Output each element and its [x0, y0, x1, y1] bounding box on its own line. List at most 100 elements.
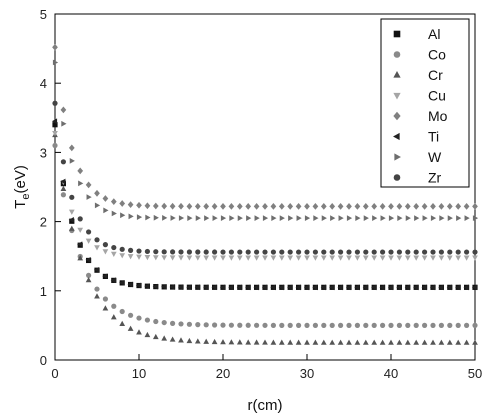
data-point: [52, 122, 58, 128]
x-axis-label: r(cm): [248, 397, 283, 414]
data-point: [413, 202, 420, 210]
data-point: [354, 339, 361, 345]
data-point: [262, 255, 268, 261]
data-point: [237, 322, 243, 328]
data-point: [194, 255, 201, 261]
data-point: [228, 249, 234, 255]
data-point: [119, 200, 126, 207]
data-point: [355, 215, 361, 221]
data-point: [464, 322, 470, 328]
legend-marker: [393, 51, 401, 58]
data-point: [253, 339, 260, 345]
data-point: [463, 284, 469, 291]
legend-label: Zr: [428, 170, 442, 186]
data-point: [271, 215, 277, 221]
data-point: [329, 249, 335, 255]
data-point: [321, 215, 327, 221]
data-point: [77, 255, 84, 261]
data-point: [438, 322, 444, 328]
data-point: [388, 339, 394, 345]
x-tick-label: 30: [300, 366, 314, 381]
data-point: [438, 255, 445, 261]
data-point: [102, 249, 109, 255]
data-point: [446, 255, 453, 261]
data-point: [211, 202, 218, 210]
data-point: [153, 214, 159, 221]
data-point: [136, 248, 142, 254]
series-mo: [52, 43, 478, 210]
data-point: [329, 255, 336, 261]
data-point: [405, 249, 411, 255]
data-point: [346, 215, 353, 221]
data-point: [447, 322, 453, 328]
data-point: [456, 215, 462, 221]
data-point: [161, 319, 167, 326]
data-point: [212, 215, 218, 221]
data-point: [354, 284, 360, 291]
data-point: [413, 339, 420, 345]
data-point: [102, 195, 109, 202]
data-point: [186, 284, 192, 291]
legend-marker: [394, 153, 401, 161]
data-point: [203, 284, 209, 291]
data-point: [187, 215, 193, 221]
data-point: [110, 314, 117, 320]
data-point: [455, 284, 461, 291]
data-point: [94, 202, 101, 209]
data-point: [178, 202, 184, 210]
legend-label: Cu: [428, 88, 446, 104]
data-point: [178, 337, 184, 343]
data-point: [287, 339, 294, 345]
data-point: [52, 142, 58, 149]
data-point: [472, 255, 478, 261]
data-point: [396, 284, 402, 291]
data-point: [170, 215, 176, 221]
data-point: [312, 255, 319, 261]
data-point: [413, 322, 419, 328]
data-point: [245, 255, 252, 261]
data-point: [447, 249, 453, 255]
data-point: [262, 339, 268, 345]
data-point: [346, 202, 352, 210]
data-point: [145, 214, 151, 221]
data-point: [161, 255, 168, 261]
data-point: [295, 339, 302, 345]
data-point: [203, 338, 210, 344]
data-point: [178, 215, 185, 221]
data-point: [153, 318, 159, 325]
data-point: [262, 215, 269, 221]
data-point: [220, 202, 226, 210]
data-point: [211, 255, 218, 261]
data-point: [270, 284, 276, 291]
data-point: [397, 215, 403, 221]
data-point: [161, 335, 168, 341]
data-point: [228, 284, 234, 291]
data-point: [320, 202, 327, 210]
y-tick-label: 1: [40, 284, 47, 299]
data-point: [236, 339, 243, 345]
data-point: [421, 284, 427, 291]
series-cu: [52, 130, 478, 261]
data-point: [111, 244, 117, 251]
data-point: [69, 158, 75, 164]
data-point: [60, 178, 66, 185]
data-point: [270, 339, 277, 345]
data-point: [338, 322, 344, 328]
data-point: [110, 198, 117, 205]
data-point: [430, 249, 436, 255]
data-point: [144, 254, 151, 261]
data-point: [51, 118, 58, 125]
y-tick-label: 0: [40, 353, 47, 368]
legend-label: Ti: [428, 129, 439, 145]
data-point: [120, 212, 126, 219]
data-point: [246, 215, 252, 221]
data-point: [296, 322, 302, 328]
data-point: [135, 282, 142, 289]
data-point: [261, 284, 268, 291]
data-point: [446, 202, 453, 210]
data-point: [203, 255, 210, 261]
data-point: [144, 331, 151, 338]
data-point: [228, 339, 235, 345]
data-point: [93, 266, 100, 273]
data-point: [321, 322, 327, 328]
